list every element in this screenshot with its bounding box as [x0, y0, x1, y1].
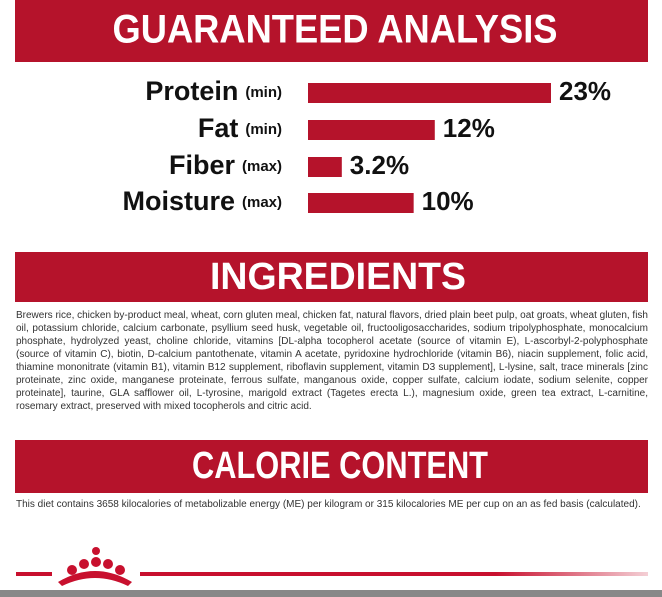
value-label: 3.2%	[350, 150, 409, 180]
bar	[308, 83, 551, 103]
calorie-text: This diet contains 3658 kilocalories of …	[16, 499, 641, 510]
footer-line	[140, 572, 648, 576]
logo	[58, 547, 132, 586]
category-qualifier: (min)	[245, 121, 282, 138]
header-band	[15, 0, 648, 62]
category-label: Moisture (max)	[122, 186, 282, 216]
value-label: 23%	[559, 76, 611, 106]
calorie-heading: CALORIE CONTENT	[192, 445, 488, 487]
bottom-bar	[0, 590, 662, 597]
footer-line	[16, 572, 52, 576]
value-label: 10%	[422, 186, 474, 216]
calorie-band	[15, 440, 648, 493]
category-label: Protein (min)	[145, 76, 282, 106]
category-qualifier: (max)	[242, 194, 282, 211]
value-label: 12%	[443, 113, 495, 143]
category-name: Fiber	[169, 150, 236, 180]
bar	[308, 120, 435, 140]
ingredients-band	[15, 252, 648, 302]
bar	[308, 157, 342, 177]
category-label: Fat (min)	[198, 113, 282, 143]
category-qualifier: (max)	[242, 158, 282, 175]
chart-title: GUARANTEED ANALYSIS	[113, 8, 558, 52]
category-name: Protein	[145, 76, 238, 106]
bar	[308, 193, 414, 213]
category-name: Moisture	[122, 186, 235, 216]
ingredients-heading: INGREDIENTS	[210, 256, 466, 298]
category-name: Fat	[198, 113, 239, 143]
ingredients-text: Brewers rice, chicken by-product meal, w…	[16, 310, 648, 412]
category-label: Fiber (max)	[169, 150, 282, 180]
category-qualifier: (min)	[245, 84, 282, 101]
